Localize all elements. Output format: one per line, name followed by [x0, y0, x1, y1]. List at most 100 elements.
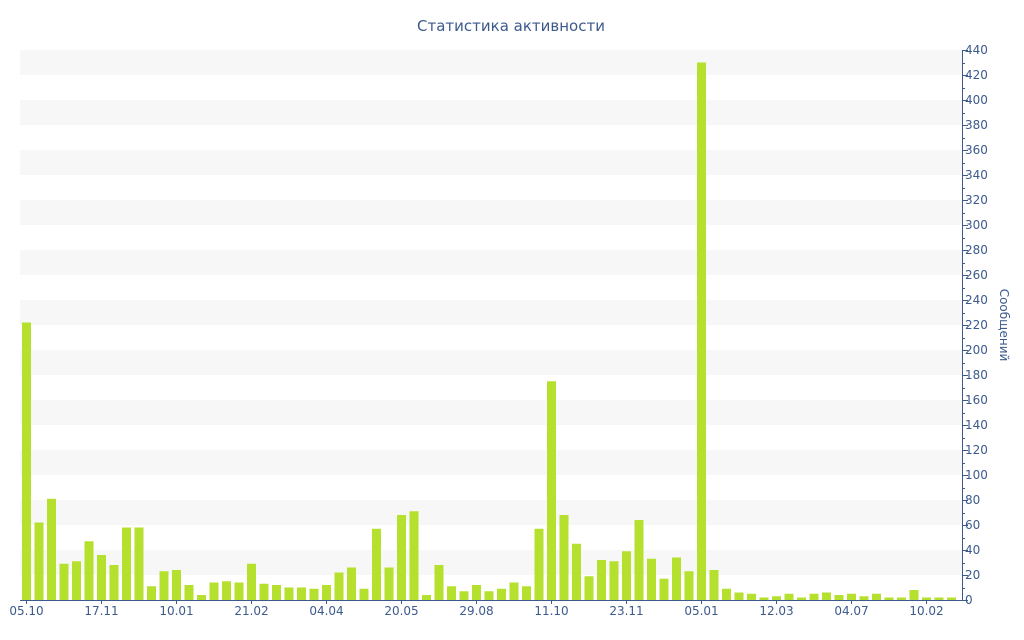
y-tick-label: 60 — [965, 518, 980, 532]
x-tick-label: 10.01 — [159, 604, 193, 618]
bar — [34, 522, 44, 600]
bar — [884, 597, 894, 600]
bar — [384, 567, 394, 600]
bar — [284, 587, 294, 600]
bar — [109, 565, 119, 600]
bar — [759, 597, 769, 600]
bar — [509, 582, 519, 600]
y-tick-label: 240 — [965, 293, 988, 307]
y-tick-label: 280 — [965, 243, 988, 257]
bar — [409, 511, 419, 600]
bar — [622, 551, 631, 600]
y-tick-label: 380 — [965, 118, 988, 132]
bar — [72, 561, 81, 600]
y-tick-label: 140 — [965, 418, 988, 432]
y-tick-label: 420 — [965, 68, 988, 82]
bar — [897, 597, 906, 600]
x-tick-label: 05.10 — [9, 604, 43, 618]
x-tick-label: 12.03 — [759, 604, 793, 618]
y-tick-label: 80 — [965, 493, 980, 507]
grid-band — [20, 300, 962, 325]
bar — [634, 520, 644, 600]
bar — [797, 597, 806, 600]
bar — [772, 596, 781, 600]
bar — [422, 595, 431, 600]
bar — [84, 541, 94, 600]
bar — [747, 593, 756, 600]
x-tick-label: 29.08 — [459, 604, 493, 618]
bar — [472, 585, 481, 600]
grid-band — [20, 100, 962, 125]
bar — [197, 595, 206, 600]
chart-title: Статистика активности — [417, 17, 605, 35]
x-tick-label: 23.11 — [609, 604, 643, 618]
bar — [372, 528, 381, 600]
bar — [172, 570, 181, 600]
bar — [722, 588, 731, 600]
y-tick-label: 100 — [965, 468, 988, 482]
bar — [447, 586, 456, 600]
bar — [609, 561, 619, 600]
bar — [584, 576, 594, 600]
x-tick-label: 17.11 — [84, 604, 118, 618]
bar — [672, 557, 681, 600]
grid-band — [20, 500, 962, 525]
x-tick-label: 11.10 — [534, 604, 568, 618]
bar — [434, 565, 444, 600]
bar — [159, 571, 169, 600]
grid-band — [20, 50, 962, 75]
y-axis-label: Сообщений — [997, 289, 1011, 362]
bar — [22, 322, 31, 600]
x-tick-label: 10.02 — [909, 604, 943, 618]
bar — [597, 560, 606, 600]
y-tick-label: 220 — [965, 318, 988, 332]
grid-band — [20, 200, 962, 225]
bar — [847, 593, 856, 600]
grid-band — [20, 450, 962, 475]
bar — [684, 571, 694, 600]
y-tick-label: 400 — [965, 93, 988, 107]
y-tick-label: 120 — [965, 443, 988, 457]
grid-band — [20, 400, 962, 425]
y-tick-label: 180 — [965, 368, 988, 382]
bar — [347, 567, 356, 600]
bar — [397, 515, 406, 600]
bar — [222, 581, 231, 600]
bar — [697, 62, 706, 600]
bar — [572, 543, 581, 600]
bar — [659, 578, 669, 600]
y-tick-label: 360 — [965, 143, 988, 157]
bar — [359, 588, 369, 600]
y-tick-label: 440 — [965, 43, 988, 57]
bar — [647, 558, 656, 600]
bar — [459, 591, 469, 600]
bar — [734, 592, 744, 600]
bar — [947, 597, 956, 600]
x-tick-label: 20.05 — [384, 604, 418, 618]
x-tick-label: 04.04 — [309, 604, 343, 618]
bar — [834, 595, 844, 600]
bar — [247, 563, 256, 600]
x-tick-label: 21.02 — [234, 604, 268, 618]
axes-group: 0 20 40 60 80 100 120 140 160 180 200 220 240 260 280 3… — [9, 43, 988, 618]
bar — [47, 498, 56, 600]
bar — [547, 381, 556, 600]
y-tick-label: 320 — [965, 193, 988, 207]
bar — [922, 597, 931, 600]
x-tick-label: 04.07 — [834, 604, 868, 618]
grid-band — [20, 250, 962, 275]
grid-band — [20, 350, 962, 375]
bar — [134, 527, 144, 600]
x-tick-label: 05.01 — [684, 604, 718, 618]
bar — [522, 586, 531, 600]
bar — [322, 585, 331, 600]
bar — [259, 583, 269, 600]
bar — [272, 585, 281, 600]
bar — [709, 570, 719, 600]
bar — [184, 585, 194, 600]
bar — [859, 596, 869, 600]
bar — [147, 586, 156, 600]
y-tick-label: 340 — [965, 168, 988, 182]
bar — [209, 582, 219, 600]
bar — [334, 572, 344, 600]
